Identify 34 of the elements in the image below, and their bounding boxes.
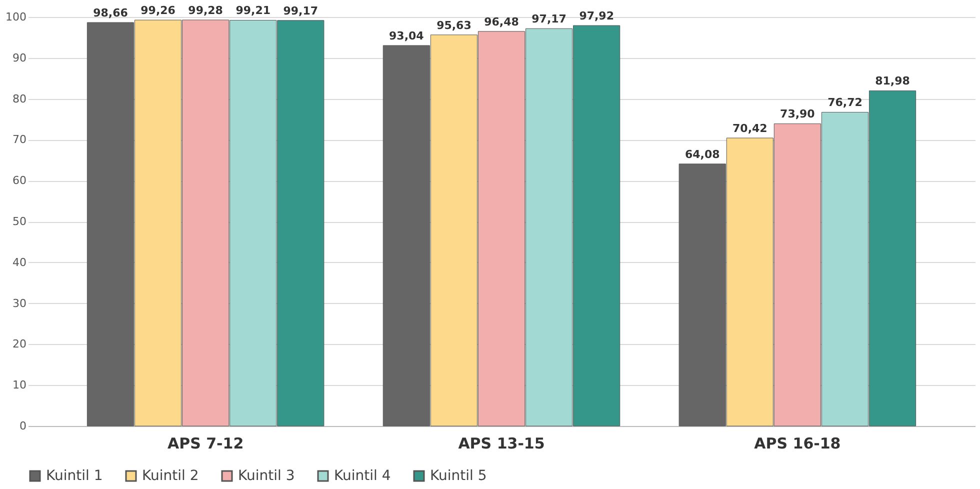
y-tick-label: 90 [12, 51, 26, 64]
data-label: 98,66 [93, 6, 128, 20]
y-tick-label: 70 [12, 133, 26, 146]
y-tick-label: 60 [12, 174, 26, 188]
data-label: 96,48 [484, 15, 519, 28]
y-tick-label: 20 [12, 338, 26, 351]
y-tick-label: 30 [12, 296, 26, 310]
y-tick-label: 100 [6, 10, 26, 24]
x-tick-label: APS 13-15 [458, 434, 545, 452]
data-label: 99,17 [283, 4, 318, 18]
data-label: 70,42 [732, 122, 768, 135]
y-tick-label: 10 [12, 378, 26, 392]
legend-label: Kuintil 5 [430, 468, 487, 484]
legend-label: Kuintil 1 [46, 468, 103, 484]
data-label: 93,04 [389, 29, 424, 42]
y-tick-label: 50 [12, 215, 26, 228]
data-label: 99,26 [140, 4, 176, 18]
data-label: 81,98 [875, 74, 910, 88]
data-label: 99,28 [188, 4, 223, 17]
data-label: 99,21 [236, 4, 270, 18]
x-tick-label: APS 7-12 [167, 434, 244, 452]
y-tick-label: 40 [12, 256, 26, 269]
data-label: 64,08 [684, 148, 720, 161]
data-label: 73,90 [780, 108, 816, 121]
legend-label: Kuintil 4 [334, 468, 391, 484]
y-tick-label: 80 [12, 92, 26, 106]
legend-label: Kuintil 2 [142, 468, 199, 484]
data-label: 97,17 [532, 12, 566, 26]
data-label: 97,92 [579, 10, 614, 23]
legend-label: Kuintil 3 [238, 468, 295, 484]
y-tick-label: 0 [20, 420, 26, 432]
data-label: 95,63 [436, 18, 472, 32]
x-tick-label: APS 16-18 [754, 434, 841, 452]
data-label: 76,72 [828, 96, 862, 110]
